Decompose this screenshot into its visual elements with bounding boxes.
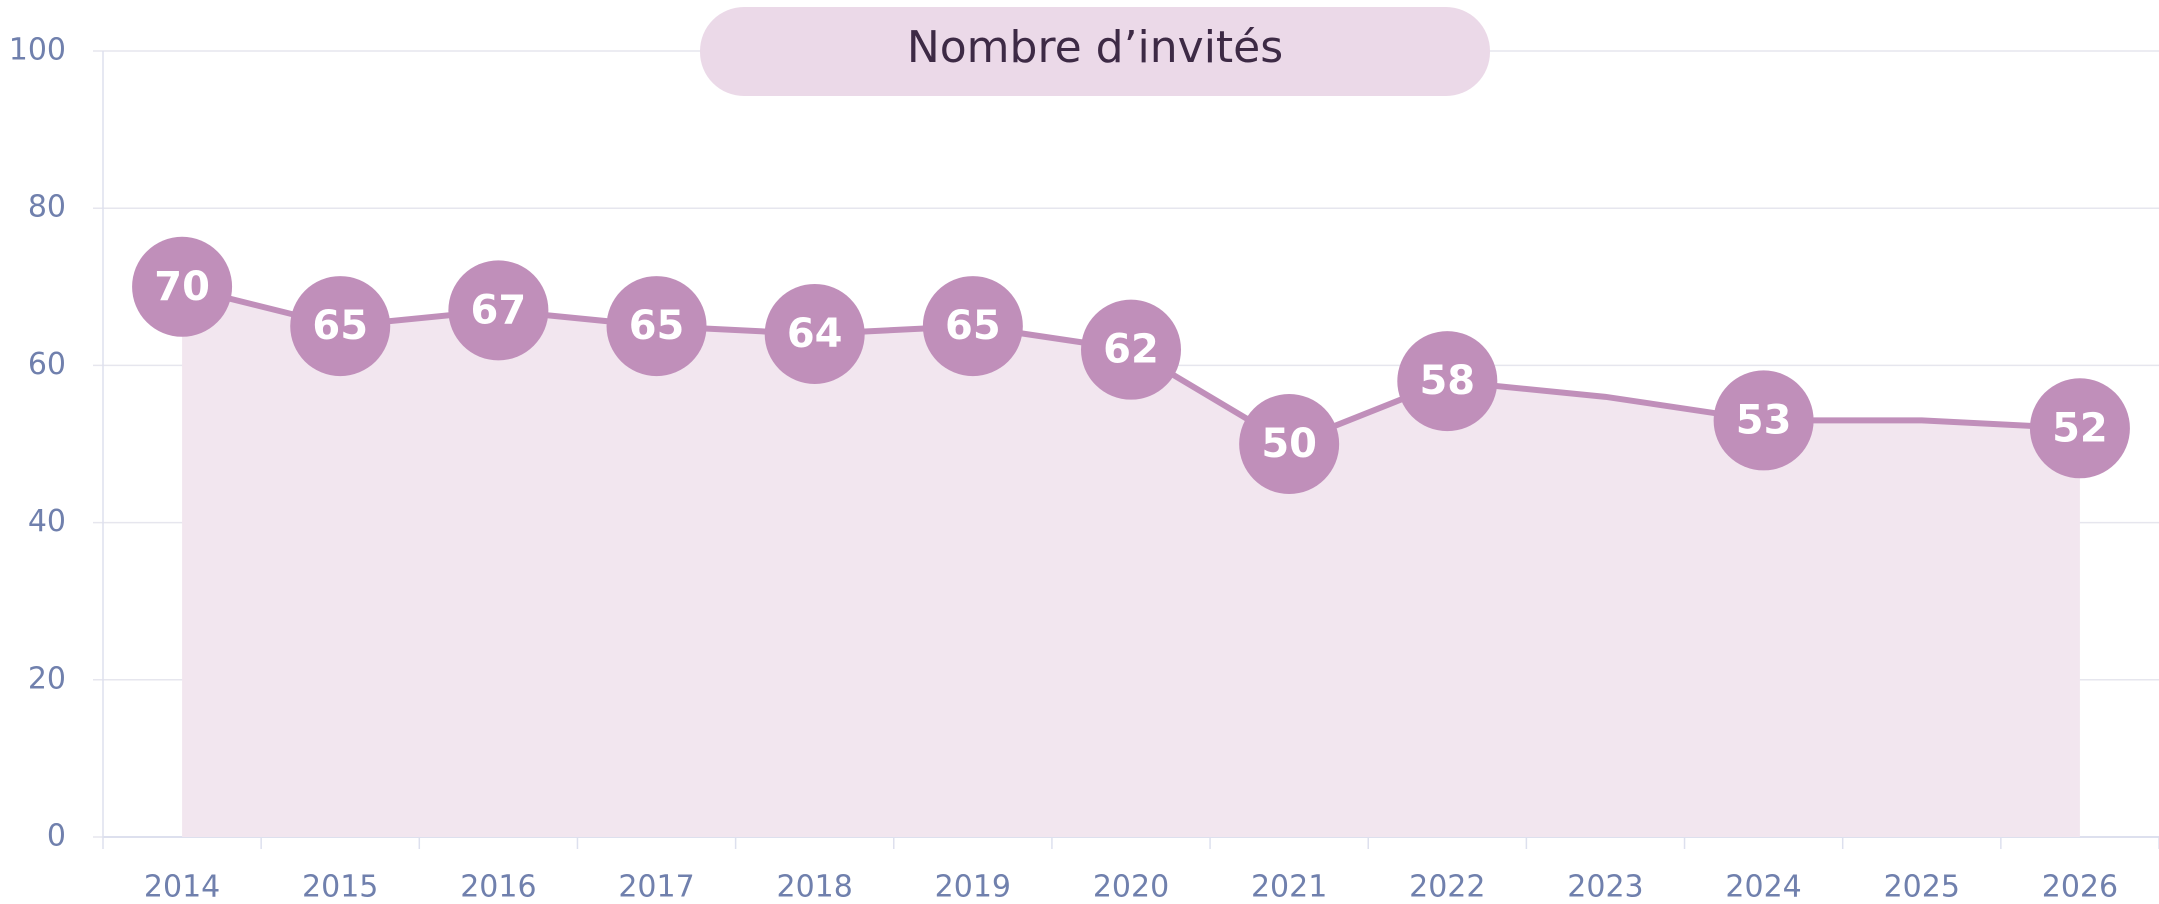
- marker: [290, 276, 391, 377]
- data-label: 65: [312, 303, 368, 349]
- data-label: 65: [629, 303, 685, 349]
- x-tick-label: 2021: [1251, 870, 1327, 904]
- area: [182, 286, 2080, 837]
- y-tick-label: 40: [28, 504, 66, 539]
- y-tick-label: 0: [47, 819, 66, 854]
- data-label: 65: [945, 303, 1001, 349]
- x-tick-label: 2022: [1409, 870, 1485, 904]
- x-tick-label: 2017: [618, 870, 694, 904]
- data-label: 67: [471, 287, 527, 333]
- marker: [764, 283, 865, 384]
- data-label: 64: [787, 311, 843, 357]
- x-tick-label: 2015: [302, 870, 378, 904]
- data-label: 70: [154, 264, 210, 310]
- marker: [606, 276, 707, 377]
- x-tick-label: 2016: [460, 870, 536, 904]
- title-pill: [700, 7, 1490, 96]
- marker: [1081, 299, 1181, 400]
- x-tick-label: 2025: [1884, 870, 1960, 904]
- x-tick-label: 2026: [2042, 870, 2118, 904]
- x-tick-label: 2024: [1725, 870, 1801, 904]
- y-tick-label: 100: [9, 33, 66, 68]
- x-tick-label: 2019: [935, 870, 1011, 904]
- marker: [922, 276, 1023, 377]
- y-tick-label: 80: [28, 190, 66, 225]
- marker: [2029, 378, 2130, 479]
- marker: [1397, 331, 1498, 432]
- marker: [132, 236, 233, 337]
- x-tick-label: 2018: [777, 870, 853, 904]
- data-label: 58: [1419, 358, 1475, 404]
- data-label: 50: [1261, 421, 1317, 467]
- marker: [448, 260, 549, 361]
- marker: [1713, 370, 1814, 471]
- data-label: 53: [1736, 397, 1792, 443]
- marker: [1239, 394, 1340, 494]
- x-tick-label: 2020: [1093, 870, 1169, 904]
- x-tick-label: 2023: [1567, 870, 1643, 904]
- chart-title: Nombre d’invités: [907, 22, 1283, 73]
- y-tick-label: 60: [28, 347, 66, 382]
- data-label: 62: [1103, 327, 1159, 373]
- data-label: 52: [2052, 405, 2108, 451]
- y-tick-label: 20: [28, 661, 66, 696]
- x-tick-label: 2014: [144, 870, 220, 904]
